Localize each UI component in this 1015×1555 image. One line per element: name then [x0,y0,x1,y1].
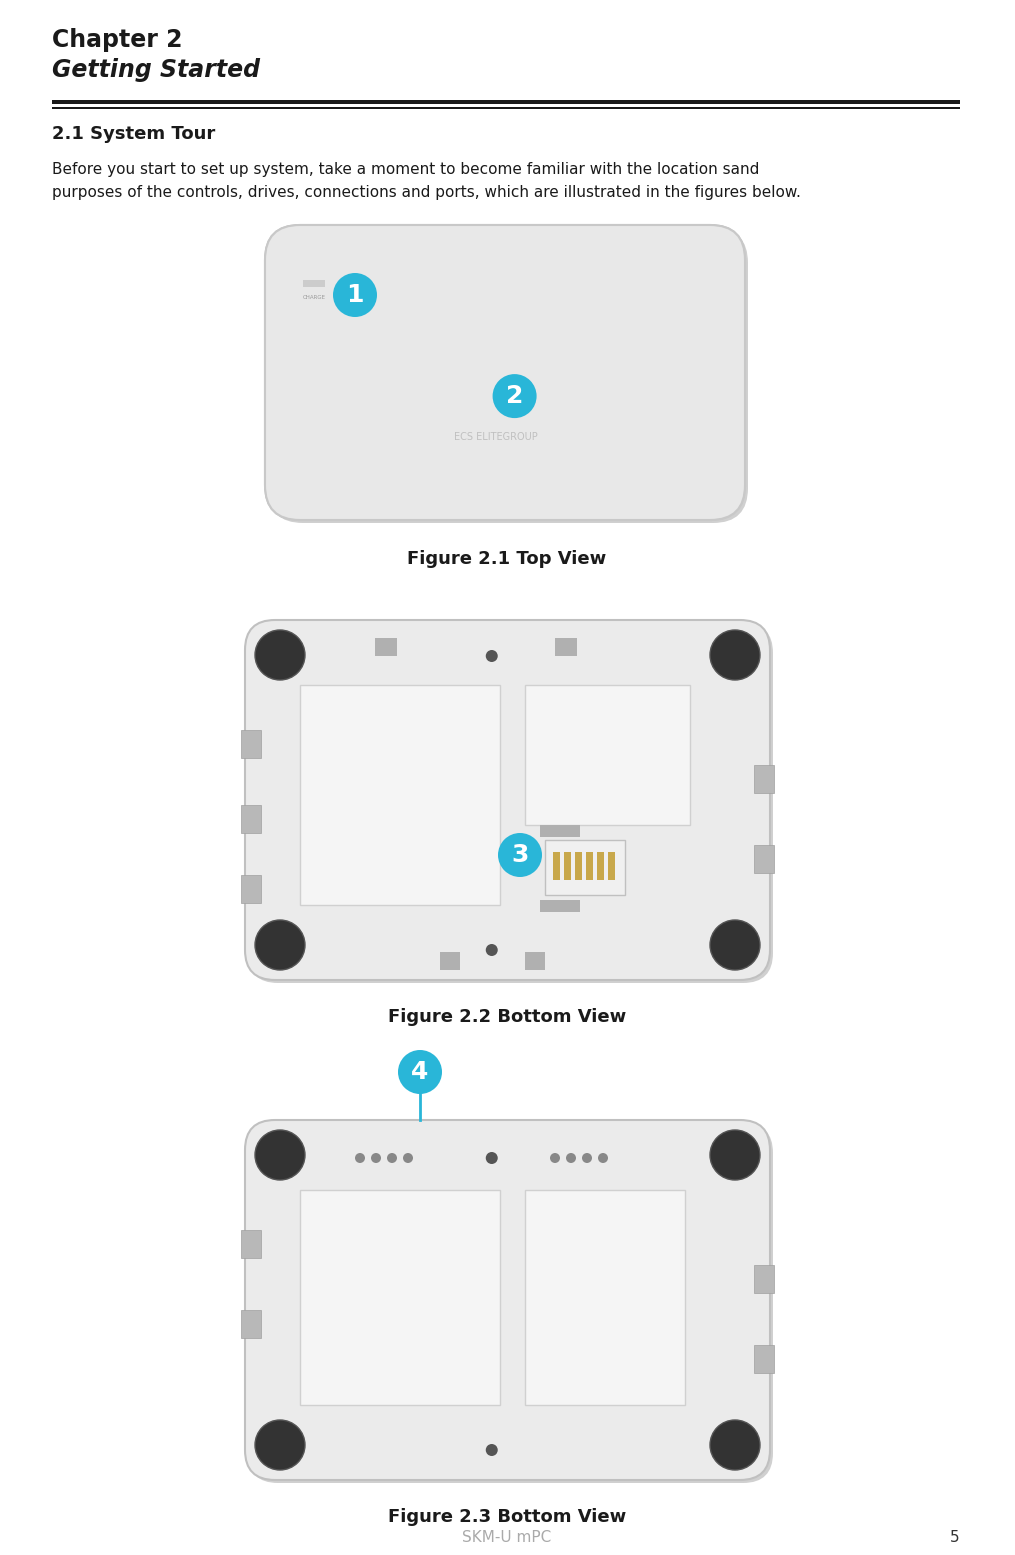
Bar [303,280,325,288]
Bar [241,1230,261,1258]
Text: 1: 1 [346,283,363,306]
Circle shape [403,1152,413,1163]
Bar [586,852,593,880]
Circle shape [710,921,760,970]
Text: 2.1 System Tour: 2.1 System Tour [52,124,215,143]
Circle shape [371,1152,381,1163]
Circle shape [710,1130,760,1180]
Circle shape [255,1420,304,1469]
Circle shape [333,274,377,317]
Bar [439,952,460,970]
Bar [241,805,261,833]
Circle shape [498,833,542,877]
Bar [545,840,625,896]
Text: Figure 2.2 Bottom View: Figure 2.2 Bottom View [388,1008,626,1026]
Text: 3: 3 [512,843,529,868]
Text: 5: 5 [950,1530,960,1546]
Text: 2: 2 [505,384,524,407]
Circle shape [486,650,497,662]
Circle shape [710,630,760,680]
Bar [555,638,577,656]
Circle shape [355,1152,365,1163]
Circle shape [492,375,537,418]
Circle shape [566,1152,576,1163]
Text: CHARGE: CHARGE [303,295,326,300]
Bar [553,852,560,880]
Circle shape [255,921,304,970]
Circle shape [255,630,304,680]
FancyBboxPatch shape [265,225,745,519]
Bar [608,852,615,880]
Circle shape [398,1050,442,1095]
Bar [540,900,580,911]
Text: Figure 2.1 Top View: Figure 2.1 Top View [407,550,607,568]
Bar [564,852,571,880]
Circle shape [255,1130,304,1180]
Bar [375,638,397,656]
Bar [300,1190,500,1406]
Bar [754,765,774,793]
Text: Before you start to set up system, take a moment to become familiar with the loc: Before you start to set up system, take … [52,162,759,177]
Bar [576,852,582,880]
Bar [754,1266,774,1294]
Text: purposes of the controls, drives, connections and ports, which are illustrated i: purposes of the controls, drives, connec… [52,185,801,201]
Bar [241,875,261,903]
Bar [300,686,500,905]
Circle shape [598,1152,608,1163]
FancyBboxPatch shape [245,1120,770,1480]
Text: 4: 4 [411,1061,428,1084]
Bar [52,100,960,104]
Text: Figure 2.3 Bottom View: Figure 2.3 Bottom View [388,1508,626,1525]
Circle shape [486,1152,497,1165]
Circle shape [710,1420,760,1469]
Text: Getting Started: Getting Started [52,58,260,82]
Circle shape [387,1152,397,1163]
Bar [754,844,774,872]
Bar [375,638,393,644]
Bar [555,638,573,644]
Bar [525,1190,685,1406]
FancyBboxPatch shape [265,225,745,519]
Text: ECS ELITEGROUP: ECS ELITEGROUP [454,432,537,443]
FancyBboxPatch shape [245,620,770,980]
Bar [540,826,580,837]
Circle shape [486,944,497,956]
Bar [241,729,261,757]
Circle shape [582,1152,592,1163]
FancyBboxPatch shape [268,229,748,522]
Bar [525,686,690,826]
Bar [525,952,545,970]
Bar [597,852,604,880]
Circle shape [550,1152,560,1163]
Circle shape [486,1445,497,1455]
Bar [754,1345,774,1373]
FancyBboxPatch shape [248,624,773,983]
Bar [241,1309,261,1337]
Text: Chapter 2: Chapter 2 [52,28,183,51]
Text: SKM-U mPC: SKM-U mPC [463,1530,551,1546]
FancyBboxPatch shape [248,1123,773,1483]
